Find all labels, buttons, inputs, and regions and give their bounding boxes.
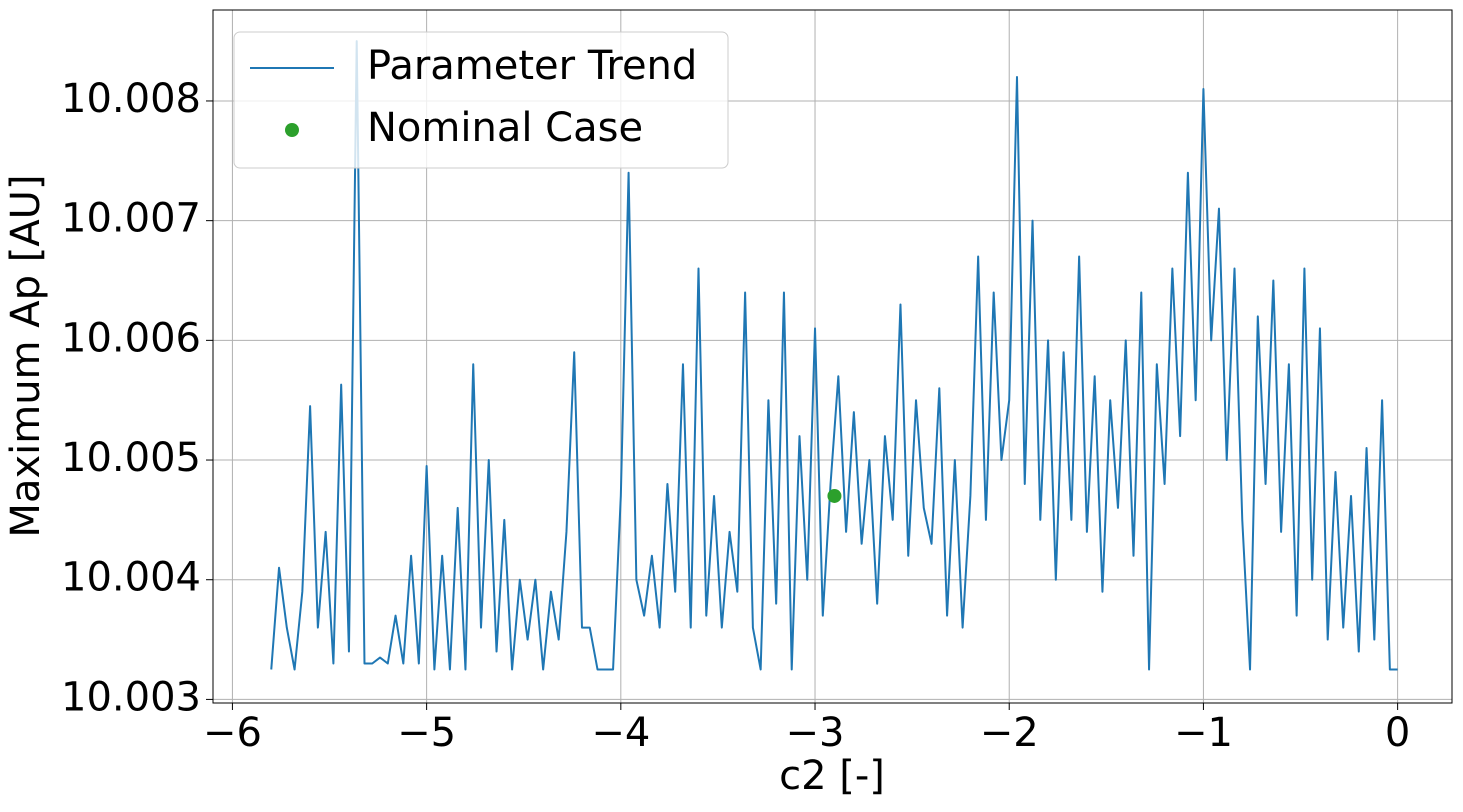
x-tick-label: −4 [591, 710, 650, 756]
y-tick-label: 10.004 [61, 555, 201, 601]
x-tick-label: −6 [203, 710, 262, 756]
y-tick-label: 10.003 [61, 674, 201, 720]
x-tick-label: −2 [980, 710, 1039, 756]
y-tick-label: 10.007 [61, 196, 201, 242]
y-tick-label: 10.006 [61, 315, 201, 361]
x-tick-label: −3 [786, 710, 845, 756]
x-tick-label: −5 [397, 710, 456, 756]
data-line [270, 40, 1398, 671]
legend-label: Parameter Trend [367, 43, 697, 89]
legend: Parameter Trend Nominal Case [233, 31, 729, 169]
x-tick-label: 0 [1385, 710, 1410, 756]
legend-marker [285, 123, 299, 137]
y-axis-label: Maximum Ap [AU] [3, 174, 49, 537]
plot-frame [212, 9, 1453, 704]
x-tick-label: −1 [1174, 710, 1233, 756]
y-tick-label: 10.005 [61, 435, 201, 481]
data-point [827, 488, 842, 503]
legend-box [233, 31, 729, 169]
x-axis-label: c2 [-] [779, 753, 885, 799]
y-tick-label: 10.008 [61, 76, 201, 122]
legend-label: Nominal Case [367, 105, 643, 151]
